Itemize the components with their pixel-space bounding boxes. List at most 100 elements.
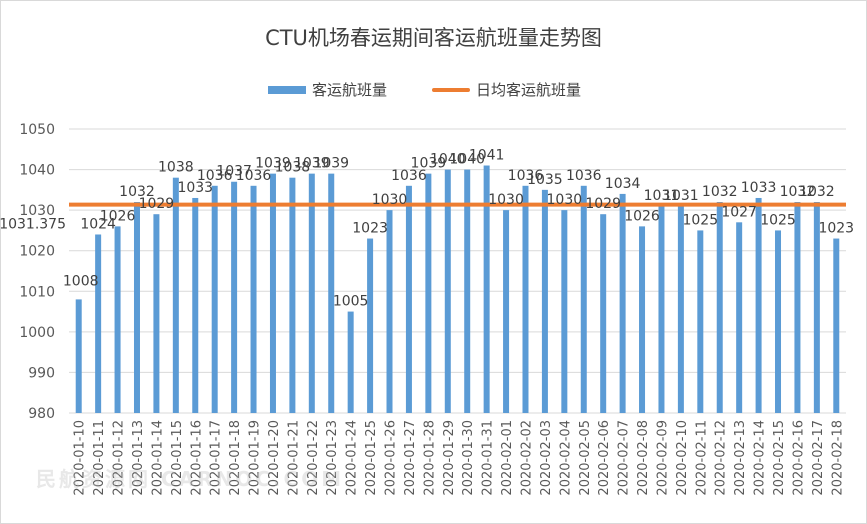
- data-label: 1039: [313, 156, 349, 172]
- data-label: 1030: [547, 192, 583, 208]
- bar: [794, 202, 801, 413]
- legend-label-average: 日均客运航班量: [476, 81, 582, 99]
- bar: [755, 197, 762, 413]
- bar: [813, 202, 820, 413]
- data-label: 1032: [780, 184, 816, 200]
- bar: [541, 189, 548, 413]
- data-label: 1036: [391, 168, 427, 184]
- watermark: 民航资源网 CARNOC.COM: [36, 467, 345, 491]
- x-tick-label: 2020-01-14: [150, 420, 165, 496]
- average-value-label: 1031.375: [0, 217, 66, 233]
- x-tick-label: 2020-01-11: [92, 420, 107, 496]
- bar: [405, 185, 412, 413]
- x-tick-label: 2020-02-14: [753, 420, 768, 496]
- data-label: 1029: [139, 196, 175, 212]
- x-tick-label: 2020-02-11: [694, 420, 709, 496]
- data-label: 1031: [663, 188, 699, 204]
- bar: [677, 206, 684, 413]
- data-label: 1033: [177, 180, 213, 196]
- bar: [386, 210, 393, 413]
- data-label: 1031: [644, 188, 680, 204]
- bar: [114, 226, 121, 413]
- x-tick-label: 2020-02-09: [655, 420, 670, 496]
- data-label: 1026: [100, 208, 136, 224]
- bar: [211, 185, 218, 413]
- y-tick-label: 990: [28, 365, 55, 381]
- bar: [250, 185, 257, 413]
- data-label: 1036: [566, 168, 602, 184]
- bar: [367, 238, 374, 413]
- data-label: 1025: [760, 212, 796, 228]
- x-tick-label: 2020-01-25: [364, 420, 379, 496]
- legend-item-average: 日均客运航班量: [432, 79, 581, 100]
- x-tick-label: 2020-01-24: [345, 420, 360, 496]
- x-tick-label: 2020-01-18: [228, 420, 243, 496]
- bar: [503, 210, 510, 413]
- chart-title: CTU机场春运期间客运航班量走势图: [265, 26, 602, 50]
- data-label: 1027: [721, 204, 757, 220]
- data-label: 1033: [741, 180, 777, 196]
- x-tick-label: 2020-02-07: [617, 420, 632, 496]
- y-tick-label: 1020: [19, 244, 55, 260]
- x-tick-label: 2020-02-13: [733, 420, 748, 496]
- data-label: 1035: [527, 172, 563, 188]
- data-label: 1039: [294, 156, 330, 172]
- bar: [328, 173, 335, 413]
- x-tick-label: 2020-01-21: [286, 420, 301, 496]
- bar: [639, 226, 646, 413]
- x-tick-label: 2020-01-15: [170, 420, 185, 496]
- data-label: 1040: [449, 152, 485, 168]
- x-tick-label: 2020-01-19: [248, 420, 263, 496]
- data-label: 1036: [236, 168, 272, 184]
- bar: [75, 299, 82, 413]
- y-tick-label: 1030: [19, 203, 55, 219]
- bar: [522, 185, 529, 413]
- x-tick-label: 2020-02-18: [830, 420, 845, 496]
- bar: [580, 185, 587, 413]
- data-label: 1030: [488, 192, 524, 208]
- x-tick-label: 2020-01-22: [306, 420, 321, 496]
- y-tick-label: 980: [28, 406, 55, 422]
- data-label: 1038: [158, 160, 194, 176]
- x-tick-label: 2020-02-15: [772, 420, 787, 496]
- data-label: 1023: [352, 221, 388, 237]
- x-tick-label: 2020-02-03: [539, 420, 554, 496]
- data-label: 1037: [216, 164, 252, 180]
- y-tick-label: 1010: [19, 284, 55, 300]
- legend-swatch-bar: [268, 85, 306, 94]
- x-tick-label: 2020-02-17: [811, 420, 826, 496]
- bar: [425, 173, 432, 413]
- data-label: 1005: [333, 294, 369, 310]
- bar: [95, 234, 102, 413]
- x-tick-label: 2020-01-10: [73, 420, 88, 496]
- legend-swatch-line: [432, 87, 470, 92]
- x-tick-label: 2020-02-04: [558, 420, 573, 496]
- x-tick-label: 2020-01-16: [189, 420, 204, 496]
- bar: [697, 230, 704, 413]
- x-tick-label: 2020-02-16: [791, 420, 806, 496]
- data-label: 1025: [682, 212, 718, 228]
- x-tick-label: 2020-02-10: [675, 420, 690, 496]
- x-tick-label: 2020-01-13: [131, 420, 146, 496]
- x-tick-label: 2020-01-28: [422, 420, 437, 496]
- x-tick-label: 2020-01-26: [384, 420, 399, 496]
- data-label: 1024: [80, 216, 116, 232]
- x-tick-label: 2020-01-30: [461, 420, 476, 496]
- bar: [347, 311, 354, 413]
- data-label: 1029: [585, 196, 621, 212]
- data-label: 1032: [799, 184, 835, 200]
- data-label: 1036: [197, 168, 233, 184]
- x-tick-label: 2020-01-12: [112, 420, 127, 496]
- bar: [308, 173, 315, 413]
- x-tick-label: 2020-01-29: [442, 420, 457, 496]
- legend-label-bars: 客运航班量: [312, 81, 388, 99]
- x-tick-label: 2020-02-06: [597, 420, 612, 496]
- data-label: 1039: [255, 156, 291, 172]
- y-tick-label: 1040: [19, 163, 55, 179]
- bar: [444, 169, 451, 413]
- data-label: 1039: [411, 156, 447, 172]
- bar: [619, 193, 626, 413]
- bar: [600, 214, 607, 413]
- bar: [561, 210, 568, 413]
- x-tick-label: 2020-02-08: [636, 420, 651, 496]
